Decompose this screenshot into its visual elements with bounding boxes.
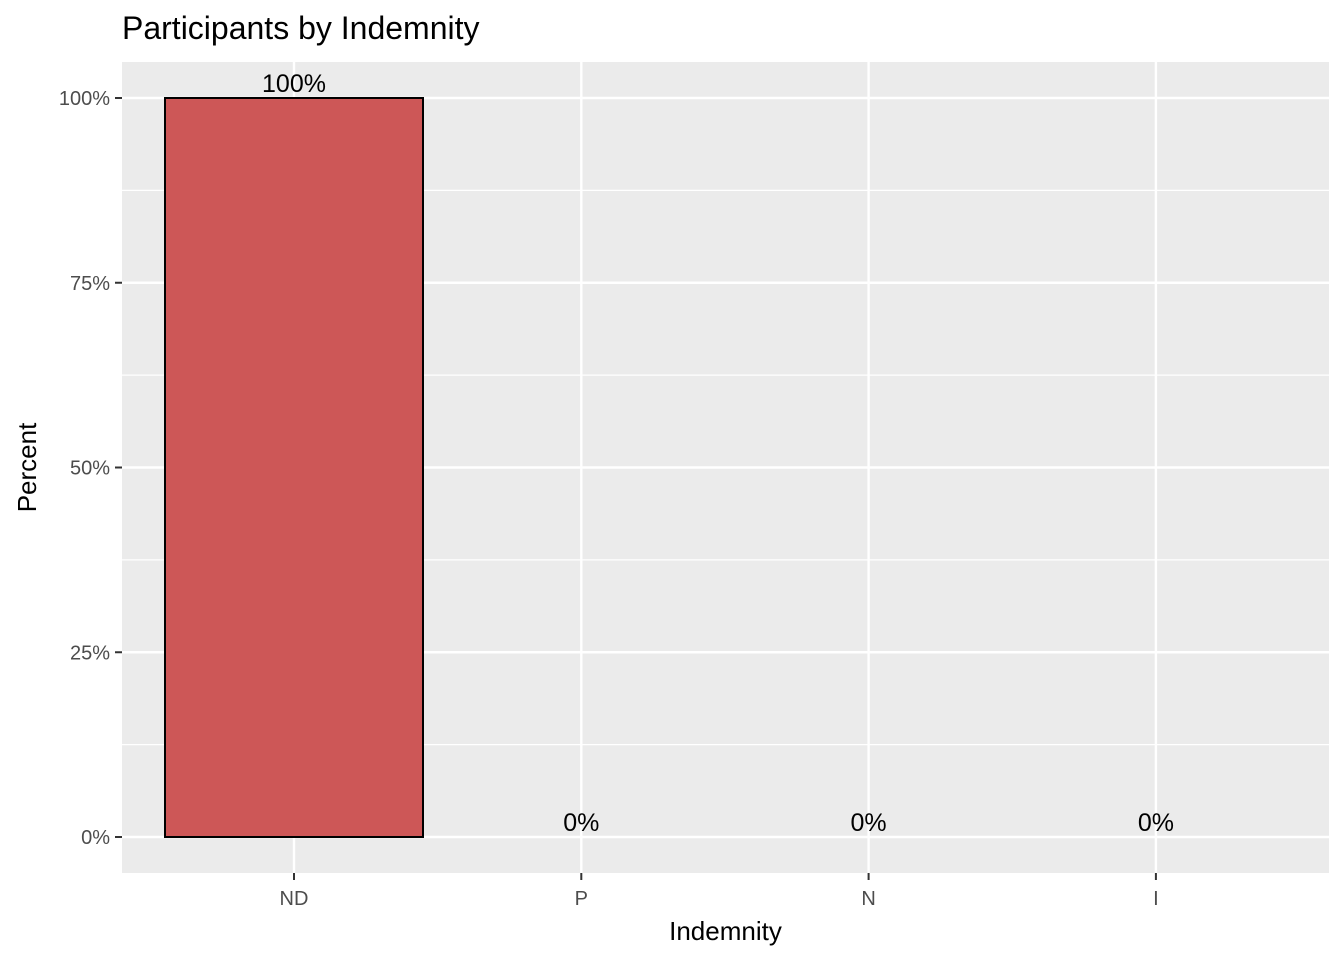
- chart-title: Participants by Indemnity: [122, 10, 480, 46]
- bar-nd: [164, 97, 424, 838]
- data-label-i: 0%: [1138, 809, 1174, 837]
- y-tick-label: 0%: [81, 827, 110, 849]
- data-labels: 100% 0% 0% 0%: [262, 70, 1174, 837]
- x-tick-label: N: [861, 888, 875, 910]
- y-tick-label: 100%: [59, 88, 110, 110]
- x-tick-label: I: [1153, 888, 1159, 910]
- y-axis-title: Percent: [12, 422, 42, 512]
- data-label-n: 0%: [851, 809, 887, 837]
- y-tick-label: 75%: [70, 273, 110, 295]
- x-axis: ND P N I: [280, 873, 1159, 910]
- data-label-nd: 100%: [262, 70, 326, 98]
- x-tick-label: ND: [280, 888, 309, 910]
- y-axis: 0% 25% 50% 75% 100%: [59, 88, 122, 849]
- y-tick-label: 50%: [70, 458, 110, 480]
- bars: [164, 97, 424, 838]
- y-tick-label: 25%: [70, 642, 110, 664]
- data-label-p: 0%: [563, 809, 599, 837]
- x-tick-label: P: [575, 888, 588, 910]
- x-axis-title: Indemnity: [669, 916, 782, 946]
